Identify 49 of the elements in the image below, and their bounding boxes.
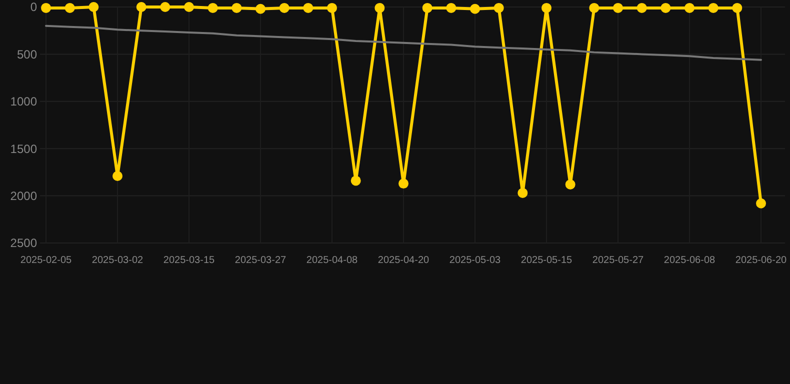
point (708, 2, 718, 13)
point (542, 2, 552, 13)
point (350, 176, 361, 186)
point (112, 170, 122, 181)
x-tick-label: 2025-04-08 (306, 255, 358, 266)
point (422, 2, 432, 13)
point (327, 2, 337, 13)
x-tick-label: 2025-06-08 (664, 255, 716, 266)
point (565, 179, 576, 190)
x-tick-label: 2025-02-05 (20, 255, 72, 266)
point (374, 2, 385, 13)
x-tick-label: 2025-03-27 (234, 255, 287, 266)
point (589, 2, 600, 13)
point (660, 2, 671, 13)
point (184, 2, 194, 12)
y-tick-label: 1500 (10, 142, 38, 156)
point (470, 4, 480, 14)
point (303, 2, 314, 13)
y-tick-label: 0 (30, 0, 38, 14)
x-tick-label: 2025-06-20 (735, 255, 788, 266)
y-tick-label: 1000 (10, 94, 38, 109)
line-series (45, 24, 762, 61)
point (636, 2, 647, 13)
x-tick-label: 2025-04-20 (378, 255, 430, 266)
x-tick-label: 2025-03-15 (163, 255, 216, 266)
point (732, 2, 742, 13)
x-tick-label: 2025-05-15 (520, 255, 573, 266)
point (256, 4, 266, 14)
point (518, 188, 528, 198)
x-tick-label: 2025-05-03 (449, 255, 502, 266)
y-tick-label: 500 (16, 47, 38, 62)
point (684, 2, 694, 13)
point (88, 2, 99, 12)
point (756, 198, 766, 208)
point (208, 2, 218, 13)
x-tick-label: 2025-03-02 (92, 255, 144, 266)
point (446, 2, 456, 13)
point (232, 2, 242, 13)
x-tick-label: 2025-05-27 (592, 255, 644, 266)
y-tick-label: 2000 (10, 189, 38, 203)
point (41, 2, 51, 13)
y-tick-label: 2500 (10, 236, 38, 250)
point (136, 2, 146, 12)
point (613, 2, 623, 13)
point (279, 2, 290, 13)
point (494, 2, 504, 13)
point (398, 178, 408, 189)
point (160, 2, 170, 12)
point (64, 2, 75, 13)
